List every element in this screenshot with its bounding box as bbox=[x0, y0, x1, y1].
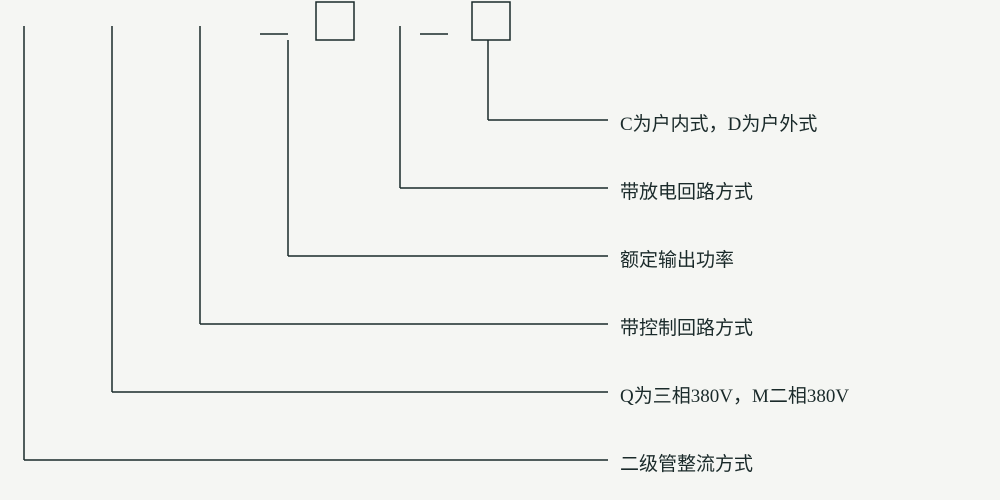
breakdown-label-0: 二级管整流方式 bbox=[620, 449, 753, 476]
breakdown-label-5: C为户内式，D为户外式 bbox=[620, 109, 817, 136]
breakdown-label-3: 额定输出功率 bbox=[620, 245, 734, 272]
breakdown-label-4: 带放电回路方式 bbox=[620, 177, 753, 204]
breakdown-label-2: 带控制回路方式 bbox=[620, 313, 753, 340]
breakdown-label-1: Q为三相380V，M二相380V bbox=[620, 381, 849, 408]
breakdown-diagram bbox=[0, 0, 1000, 500]
